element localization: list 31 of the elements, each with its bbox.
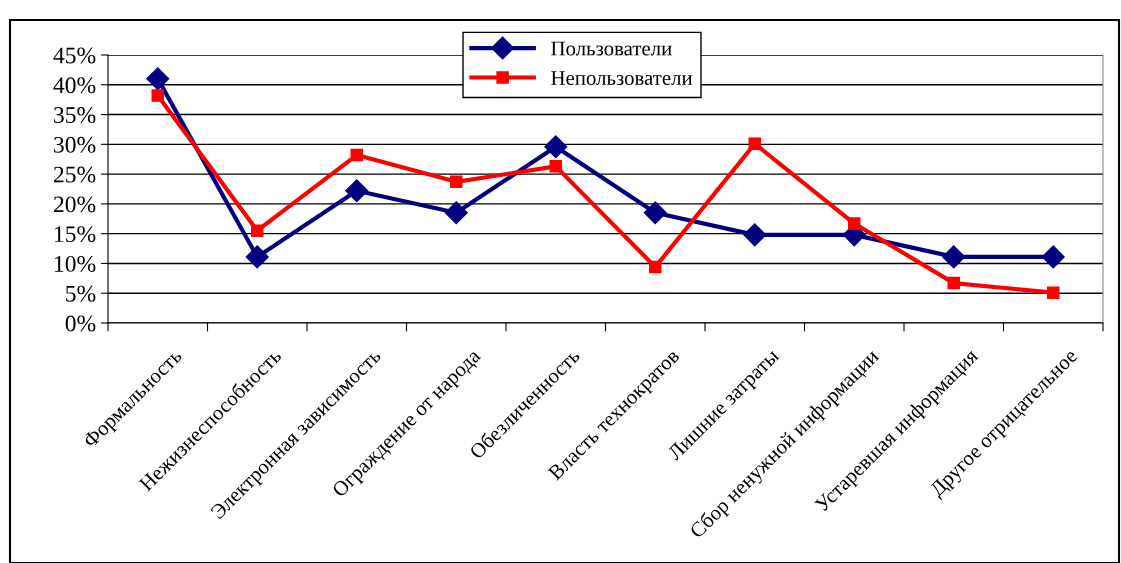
point: [643, 201, 667, 225]
point: [847, 217, 861, 230]
legend-label: Пользователи: [551, 41, 672, 56]
y-tick-label: 35%: [54, 107, 96, 124]
point: [947, 276, 961, 290]
y-tick-label: 45%: [53, 47, 96, 64]
point: [245, 245, 269, 269]
point: [350, 148, 364, 162]
point: [648, 260, 662, 274]
point: [1046, 286, 1060, 299]
point: [146, 67, 170, 91]
point: [544, 135, 568, 159]
point: [250, 224, 264, 237]
point: [1041, 245, 1065, 269]
y-tick-label: 15%: [54, 226, 96, 243]
point: [748, 137, 762, 150]
y-tick-label: 5%: [66, 285, 96, 302]
point: [444, 201, 468, 225]
y-tick-label: 25%: [53, 166, 96, 183]
point: [151, 89, 165, 102]
point: [449, 175, 463, 189]
point: [549, 160, 563, 173]
y-tick-label: 40%: [53, 77, 96, 94]
point: [942, 245, 966, 269]
y-tick-label: 20%: [53, 196, 96, 213]
y-tick-label: 10%: [54, 255, 96, 272]
y-tick-label: 30%: [54, 136, 96, 153]
y-tick-label: 0%: [65, 315, 96, 332]
point: [743, 223, 767, 247]
legend-label: Непользователи: [551, 71, 693, 85]
point: [345, 179, 369, 203]
